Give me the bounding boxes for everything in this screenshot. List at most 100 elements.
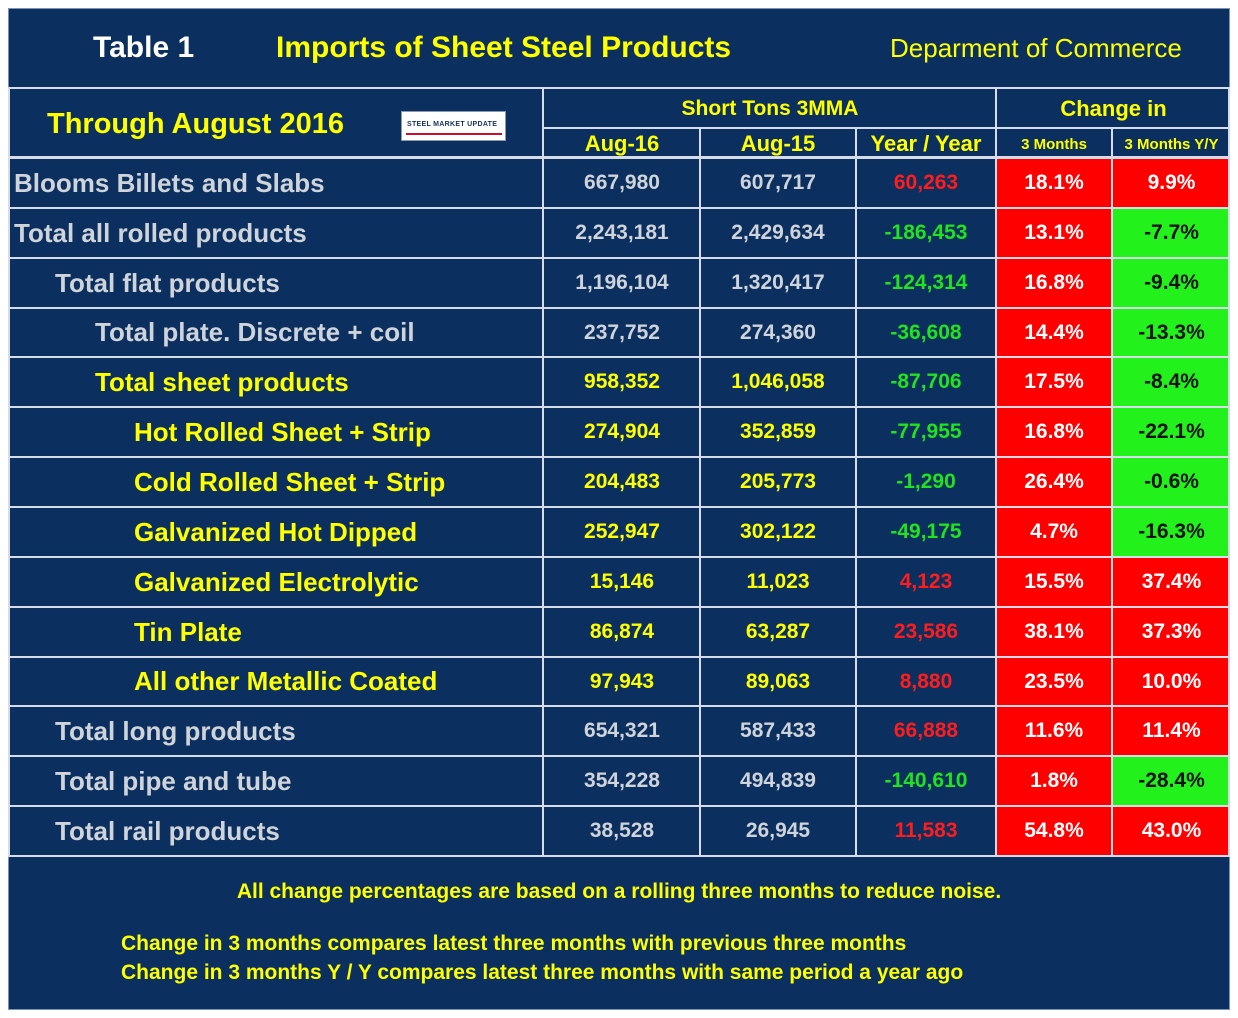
cell-change-3months: 16.8% bbox=[997, 258, 1111, 308]
row-label: Hot Rolled Sheet + Strip bbox=[134, 416, 431, 447]
cell-year-year: -140,610 bbox=[884, 769, 968, 792]
cell-change-3months-yy: 11.4% bbox=[1113, 706, 1230, 756]
cell-aug16: 354,228 bbox=[584, 769, 660, 792]
cell-aug16: 274,904 bbox=[584, 420, 660, 443]
cell-year-year: -1,290 bbox=[896, 470, 956, 493]
cell-aug15: 302,122 bbox=[740, 520, 816, 543]
cell-aug15: 2,429,634 bbox=[731, 221, 825, 244]
note-3months-yy-definition: Change in 3 months Y / Y compares latest… bbox=[121, 961, 964, 984]
cell-year-year: 4,123 bbox=[899, 570, 953, 593]
cell-aug15: 274,360 bbox=[740, 320, 816, 344]
grid-vline bbox=[855, 127, 857, 855]
cell-change-3months-yy: 37.4% bbox=[1113, 557, 1230, 607]
row-label: Total pipe and tube bbox=[55, 765, 292, 796]
cell-aug15: 587,433 bbox=[740, 719, 816, 742]
cell-change-3months-yy: -13.3% bbox=[1113, 308, 1230, 357]
cell-change-3months: 38.1% bbox=[997, 607, 1111, 657]
cell-change-3months: 16.8% bbox=[997, 407, 1111, 457]
cell-change-3months: 23.5% bbox=[997, 657, 1111, 706]
cell-year-year: -49,175 bbox=[890, 520, 962, 543]
steel-market-update-logo: STEEL MARKET UPDATE bbox=[401, 111, 506, 141]
grid-hline bbox=[8, 307, 1230, 309]
grid-vline bbox=[699, 127, 701, 855]
cell-change-3months: 4.7% bbox=[997, 507, 1111, 557]
grid-vline bbox=[995, 87, 997, 855]
row-label: Tin Plate bbox=[134, 616, 242, 647]
cell-change-3months: 1.8% bbox=[997, 756, 1111, 806]
row-label: Total flat products bbox=[55, 267, 280, 298]
cell-aug15: 352,859 bbox=[740, 420, 816, 443]
grid-hline bbox=[8, 855, 1230, 857]
grid-hline bbox=[8, 755, 1230, 757]
grid-vline bbox=[1111, 127, 1113, 855]
cell-aug15: 494,839 bbox=[740, 769, 816, 792]
cell-aug15: 89,063 bbox=[745, 669, 811, 693]
grid-hline bbox=[8, 406, 1230, 408]
col-header-aug15: Aug-15 bbox=[740, 131, 816, 156]
cell-aug16: 86,874 bbox=[589, 620, 655, 643]
grid-hline bbox=[8, 606, 1230, 608]
table-number: Table 1 bbox=[93, 31, 195, 64]
grid-hline bbox=[8, 456, 1230, 458]
group-header-tons: Short Tons 3MMA bbox=[681, 97, 859, 120]
cell-aug16: 252,947 bbox=[584, 520, 660, 543]
row-label: Galvanized Electrolytic bbox=[134, 566, 419, 597]
cell-year-year: -87,706 bbox=[890, 370, 962, 393]
table-title: Imports of Sheet Steel Products bbox=[276, 31, 732, 64]
cell-change-3months: 14.4% bbox=[997, 308, 1111, 357]
cell-aug16: 958,352 bbox=[584, 370, 660, 393]
cell-change-3months: 11.6% bbox=[997, 706, 1111, 756]
note-rolling-three-months: All change percentages are based on a ro… bbox=[236, 880, 1002, 903]
period-label: Through August 2016 bbox=[47, 108, 344, 140]
grid-hline bbox=[8, 257, 1230, 259]
grid-hline bbox=[543, 127, 1230, 129]
cell-aug16: 654,321 bbox=[584, 719, 660, 742]
cell-aug16: 667,980 bbox=[584, 171, 660, 194]
cell-change-3months: 13.1% bbox=[997, 208, 1111, 258]
grid-vline bbox=[8, 87, 10, 855]
cell-aug16: 1,196,104 bbox=[575, 271, 669, 294]
row-label: Galvanized Hot Dipped bbox=[134, 516, 418, 547]
cell-aug15: 11,023 bbox=[746, 570, 810, 593]
cell-aug16: 15,146 bbox=[589, 570, 655, 593]
cell-change-3months-yy: 9.9% bbox=[1113, 158, 1230, 208]
cell-change-3months-yy: -16.3% bbox=[1113, 507, 1230, 557]
cell-change-3months: 18.1% bbox=[997, 158, 1111, 208]
grid-hline bbox=[8, 356, 1230, 358]
cell-change-3months-yy: 43.0% bbox=[1113, 806, 1230, 856]
col-header-year-year: Year / Year bbox=[870, 131, 982, 156]
cell-change-3months-yy: -22.1% bbox=[1113, 407, 1230, 457]
row-label: Total all rolled products bbox=[14, 217, 307, 248]
cell-aug16: 38,528 bbox=[589, 819, 655, 842]
cell-year-year: -186,453 bbox=[884, 221, 968, 244]
cell-aug15: 1,046,058 bbox=[731, 370, 825, 393]
grid-hline bbox=[8, 656, 1230, 658]
cell-year-year: -124,314 bbox=[884, 271, 968, 294]
cell-aug15: 63,287 bbox=[745, 620, 811, 643]
cell-aug15: 1,320,417 bbox=[731, 271, 825, 294]
cell-year-year: 23,586 bbox=[893, 620, 959, 643]
row-label: Blooms Billets and Slabs bbox=[14, 167, 325, 198]
cell-change-3months: 54.8% bbox=[997, 806, 1111, 856]
cell-aug16: 237,752 bbox=[584, 320, 660, 344]
cell-aug15: 26,945 bbox=[745, 819, 811, 842]
grid-hline bbox=[8, 506, 1230, 508]
cell-change-3months-yy: 10.0% bbox=[1113, 657, 1230, 706]
grid-hline bbox=[8, 805, 1230, 807]
cell-aug16: 204,483 bbox=[584, 470, 660, 493]
group-header-change: Change in bbox=[1060, 96, 1167, 121]
row-label: All other Metallic Coated bbox=[134, 666, 438, 696]
cell-aug16: 2,243,181 bbox=[575, 221, 669, 244]
cell-change-3months: 17.5% bbox=[997, 357, 1111, 407]
cell-change-3months-yy: -28.4% bbox=[1113, 756, 1230, 806]
cell-change-3months-yy: -7.7% bbox=[1113, 208, 1230, 258]
cell-year-year: 60,263 bbox=[893, 171, 959, 194]
grid-hline bbox=[8, 556, 1230, 558]
cell-change-3months: 26.4% bbox=[997, 457, 1111, 507]
row-label: Total plate. Discrete + coil bbox=[95, 317, 415, 347]
cell-year-year: -36,608 bbox=[890, 320, 962, 344]
row-label: Total sheet products bbox=[95, 366, 349, 397]
grid-vline bbox=[1228, 87, 1230, 855]
cell-aug16: 97,943 bbox=[589, 669, 655, 693]
row-label: Cold Rolled Sheet + Strip bbox=[134, 466, 446, 497]
